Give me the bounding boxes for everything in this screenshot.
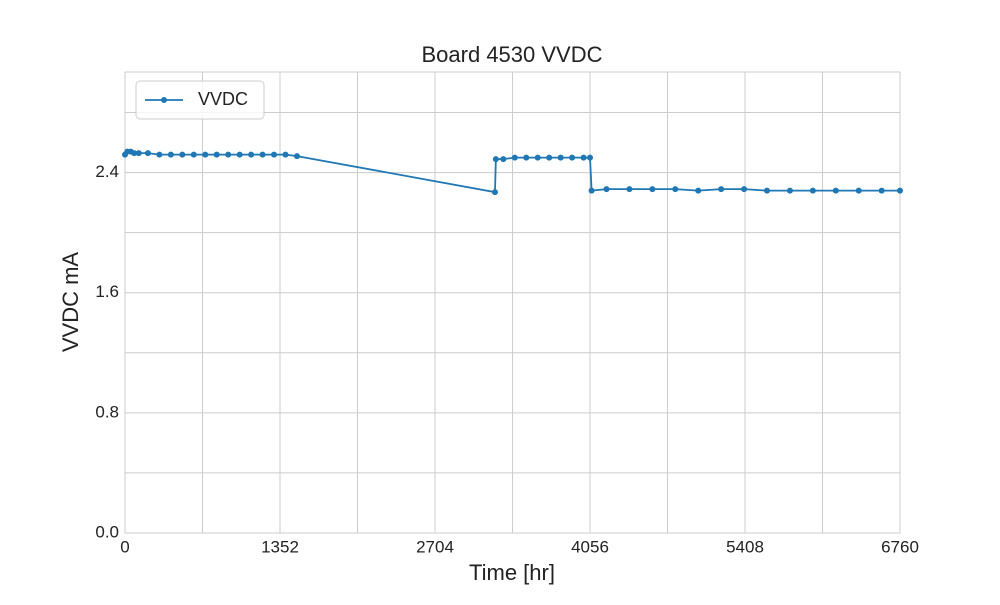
legend: VVDC	[135, 80, 265, 120]
data-point	[809, 187, 816, 194]
data-point	[580, 154, 587, 161]
data-point	[587, 154, 593, 161]
x-tick-label: 5408	[726, 537, 764, 556]
data-point	[855, 187, 862, 194]
data-point	[492, 156, 499, 163]
x-tick-label: 0	[120, 537, 129, 556]
data-point	[534, 154, 541, 161]
data-point	[190, 151, 197, 158]
data-point	[179, 151, 186, 158]
data-point	[718, 186, 725, 193]
x-tick-label: 4056	[571, 537, 609, 556]
x-tick-label: 1352	[261, 537, 299, 556]
data-point	[167, 151, 174, 158]
data-point	[131, 150, 138, 157]
x-axis-label: Time [hr]	[469, 560, 555, 585]
data-point	[649, 186, 656, 193]
data-point	[271, 151, 278, 158]
data-point	[511, 154, 518, 161]
data-point	[135, 150, 142, 157]
data-point	[213, 151, 220, 158]
data-point	[236, 151, 243, 158]
data-point	[603, 186, 610, 193]
data-point	[626, 186, 633, 193]
data-point	[764, 187, 771, 194]
y-tick-label: 0.0	[95, 522, 119, 541]
data-point	[569, 154, 576, 161]
data-point	[491, 189, 498, 196]
data-point	[248, 151, 255, 158]
data-point	[293, 153, 300, 160]
data-point	[672, 186, 679, 193]
data-point	[832, 187, 839, 194]
legend-marker	[161, 97, 167, 103]
data-point	[695, 187, 702, 194]
legend-box	[135, 80, 265, 120]
data-point	[523, 154, 530, 161]
data-point	[144, 150, 151, 157]
data-point	[202, 151, 209, 158]
data-point	[156, 151, 163, 158]
data-point	[500, 156, 507, 163]
data-point	[897, 187, 903, 194]
x-tick-label: 6760	[881, 537, 919, 556]
y-tick-label: 0.8	[95, 402, 119, 421]
data-point	[557, 154, 564, 161]
x-tick-label: 2704	[416, 537, 454, 556]
y-axis-label: VVDC mA	[58, 252, 83, 353]
data-point	[786, 187, 793, 194]
data-point	[225, 151, 232, 158]
chart-title: Board 4530 VVDC	[422, 42, 603, 67]
data-point	[546, 154, 553, 161]
data-point	[588, 187, 595, 194]
data-point	[282, 151, 289, 158]
plot-frame	[124, 71, 901, 534]
y-tick-label: 2.4	[95, 162, 119, 181]
data-point	[741, 186, 748, 193]
data-point	[259, 151, 266, 158]
data-point	[878, 187, 885, 194]
legend-label: VVDC	[198, 89, 248, 109]
y-tick-label: 1.6	[95, 282, 119, 301]
